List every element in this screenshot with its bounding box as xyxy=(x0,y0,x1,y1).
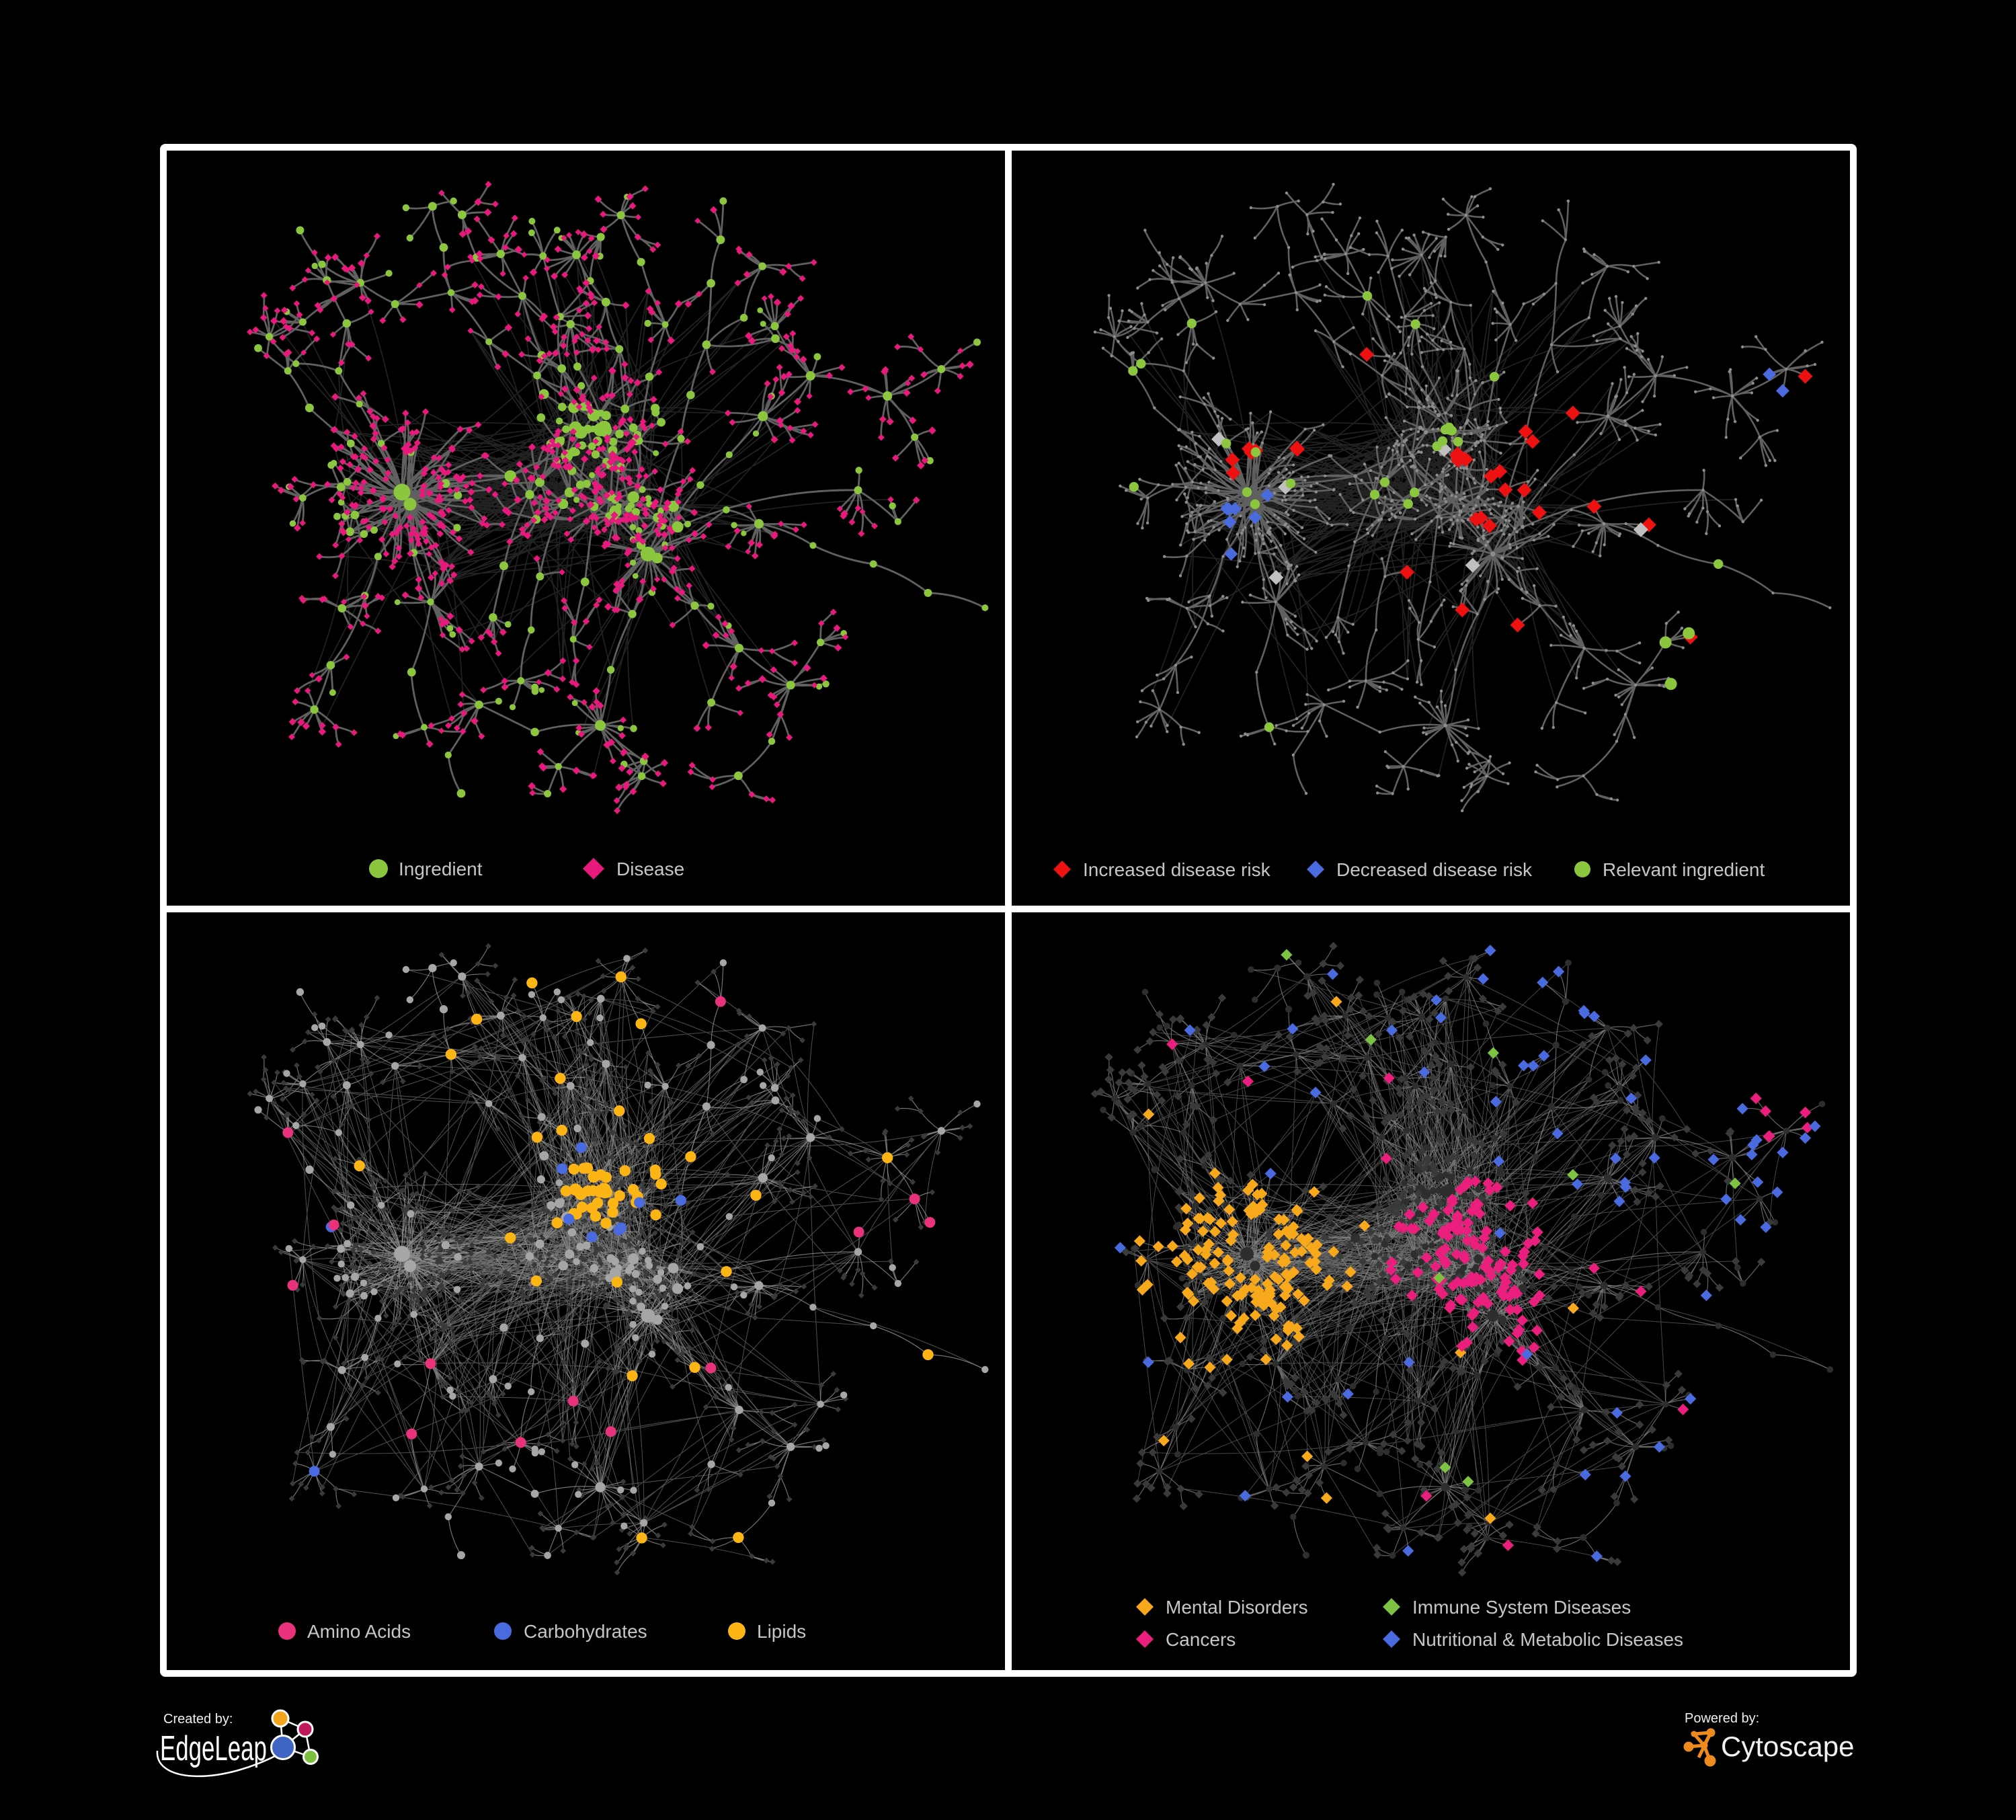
svg-text:Ingredient: Ingredient xyxy=(399,859,483,879)
svg-text:Created by:: Created by: xyxy=(163,1712,233,1727)
svg-text:Lipids: Lipids xyxy=(757,1621,806,1642)
svg-text:Cytoscape: Cytoscape xyxy=(1721,1731,1854,1762)
svg-text:Relevant ingredient: Relevant ingredient xyxy=(1603,859,1765,880)
svg-text:Decreased disease risk: Decreased disease risk xyxy=(1336,859,1533,880)
svg-text:Amino Acids: Amino Acids xyxy=(307,1621,411,1642)
svg-text:Carbohydrates: Carbohydrates xyxy=(524,1621,647,1642)
svg-text:Mental Disorders: Mental Disorders xyxy=(1166,1597,1308,1618)
svg-text:Nutritional & Metabolic Diseas: Nutritional & Metabolic Diseases xyxy=(1412,1629,1683,1650)
svg-text:Increased disease risk: Increased disease risk xyxy=(1083,859,1271,880)
svg-text:Cancers: Cancers xyxy=(1166,1629,1236,1650)
svg-text:Powered by:: Powered by: xyxy=(1685,1711,1759,1726)
svg-text:Immune System Diseases: Immune System Diseases xyxy=(1412,1597,1631,1618)
svg-text:EdgeLeap: EdgeLeap xyxy=(160,1729,267,1768)
svg-text:Disease: Disease xyxy=(616,859,684,879)
